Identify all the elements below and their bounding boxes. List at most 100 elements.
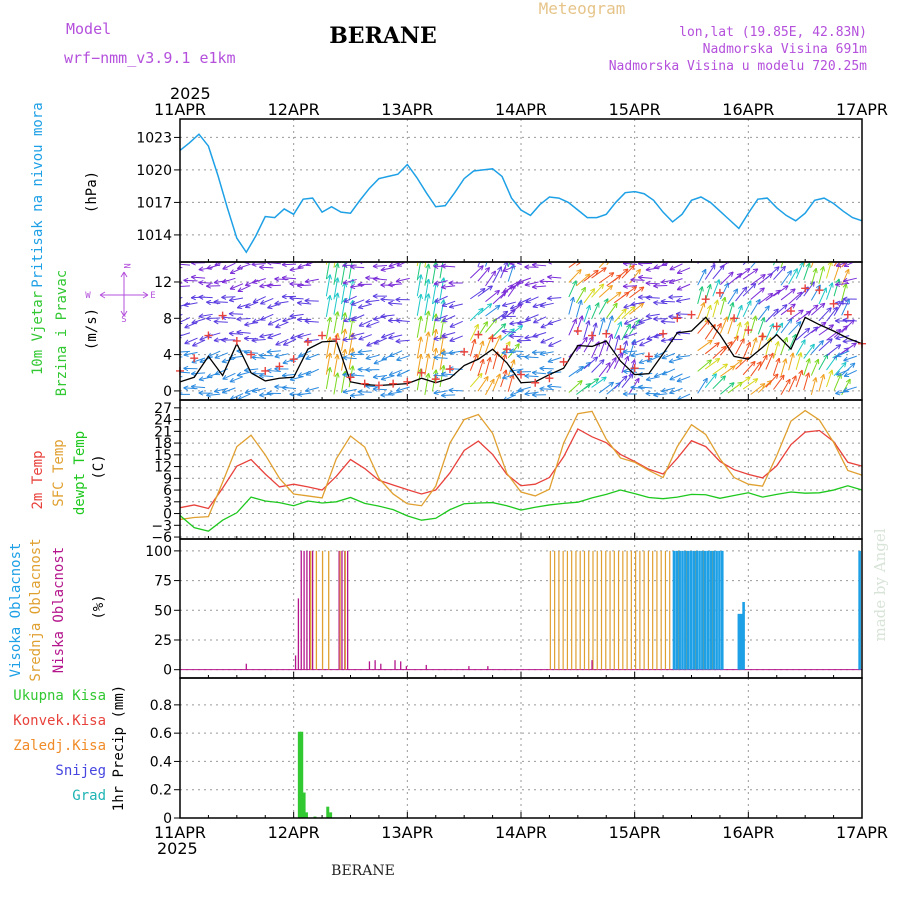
wind-arrowhead — [653, 264, 659, 270]
wind-arrow — [810, 268, 817, 286]
gust-marker — [659, 329, 668, 338]
wind-arrow — [517, 277, 532, 284]
wind-arrow — [333, 262, 336, 268]
wind-arrow — [621, 264, 635, 279]
wind-arrowhead — [357, 304, 364, 310]
wind-arrow — [646, 333, 660, 340]
date-tick-top: 13APR — [381, 100, 433, 119]
wind-arrow — [469, 338, 476, 357]
wind-arrowhead — [305, 370, 312, 376]
wind-arrow — [583, 269, 599, 282]
wind-arrow — [598, 339, 606, 358]
wind-arrowhead — [259, 373, 265, 379]
wind-arrowhead — [372, 374, 379, 380]
wind-arrow — [389, 350, 403, 357]
wind-arrowhead — [783, 250, 787, 255]
wind-arrowhead — [814, 358, 820, 365]
wind-arrowhead — [206, 392, 212, 398]
wind-arrow — [485, 270, 496, 287]
wind-arrowhead — [539, 365, 545, 372]
wind-arrow — [613, 375, 628, 390]
wind-arrow — [736, 249, 750, 260]
wind-arrow — [576, 273, 591, 287]
wind-arrow — [365, 260, 379, 261]
wind-arrowhead — [342, 372, 348, 378]
wind-arrow — [841, 298, 850, 316]
wind-arrowhead — [495, 373, 501, 379]
wind-arrow — [750, 383, 766, 395]
wind-arrowhead — [622, 349, 628, 355]
wind-arrowhead — [334, 292, 340, 298]
wind-arrowhead — [442, 317, 448, 323]
wind-arrowhead — [502, 374, 508, 380]
wind-arrowhead — [774, 266, 780, 272]
wind-arrowhead — [341, 348, 348, 354]
gust-marker — [318, 331, 327, 340]
wind-arrow — [180, 332, 191, 337]
wind-arrow — [191, 318, 206, 324]
wind-arrow — [283, 338, 297, 346]
wind-arrowhead — [579, 257, 584, 261]
ytick-label: 50 — [154, 603, 172, 619]
wind-arrowhead — [592, 356, 599, 362]
wind-arrow — [424, 262, 427, 268]
temp-2m-line — [179, 428, 863, 510]
wind-arrowhead — [547, 274, 553, 280]
wind-arrow — [712, 264, 725, 280]
wind-arrow — [720, 341, 733, 356]
wind-arrowhead — [645, 390, 651, 397]
wind-arrowhead — [433, 355, 439, 361]
wind-arrowhead — [524, 334, 530, 340]
wind-arrow — [826, 329, 842, 341]
wind-arrow — [297, 392, 312, 396]
legend-zaledj: Zaledj.Kisa — [13, 738, 106, 754]
wind-arrowhead — [600, 317, 606, 323]
wind-arrowhead — [630, 352, 636, 358]
wind-arrowhead — [425, 278, 431, 285]
wind-arrow — [441, 332, 456, 337]
wind-arrow — [350, 332, 365, 337]
wind-arrow — [766, 244, 775, 260]
wind-arrow — [501, 351, 516, 354]
wind-arrowhead — [180, 303, 182, 309]
wind-arrowhead — [326, 316, 333, 323]
wind-arrow — [416, 336, 422, 359]
wind-arrowhead — [733, 262, 734, 263]
wind-arrowhead — [831, 245, 835, 250]
wind-arrowhead — [236, 304, 243, 310]
precip-legend: Ukupna Kisa Konvek.Kisa Zaledj.Kisa Snij… — [13, 688, 106, 804]
wind-arrow — [441, 394, 456, 397]
gust-marker — [588, 331, 597, 340]
year-top: 2025 — [170, 84, 211, 103]
wind-arrowhead — [654, 352, 660, 358]
wind-arrowhead — [349, 347, 355, 353]
wind-arrowhead — [720, 375, 726, 381]
wind-arrowhead — [228, 330, 234, 337]
wind-arrowhead — [653, 300, 659, 306]
wind-arrow — [221, 277, 236, 283]
wind-arrowhead — [547, 295, 553, 301]
compass-e: E — [150, 291, 155, 301]
wind-arrow — [654, 350, 668, 358]
wind-arrow — [469, 324, 479, 341]
wind-arrow — [358, 303, 372, 309]
wind-arrowhead — [660, 298, 666, 305]
wind-arrowhead — [395, 387, 402, 393]
wind-arrowhead — [631, 339, 637, 345]
wind-arrow — [818, 374, 825, 392]
wind-arrowhead — [479, 358, 485, 365]
wind-arrow — [524, 356, 539, 359]
wind-arrow — [274, 301, 289, 305]
wind-arrow — [448, 389, 463, 392]
wind-arrowhead — [612, 302, 618, 309]
wind-arrow — [485, 289, 500, 303]
precip-unit: 1hr Precip (mm) — [111, 685, 127, 811]
wind-arrowhead — [822, 245, 826, 250]
wind-arrow — [772, 341, 779, 359]
wind-arrowhead — [548, 342, 554, 347]
wind-arrowhead — [349, 365, 355, 371]
wind-arrow — [719, 316, 728, 334]
wind-arrowhead — [440, 364, 446, 371]
wind-arrowhead — [632, 251, 636, 256]
wind-arrow — [803, 343, 815, 359]
